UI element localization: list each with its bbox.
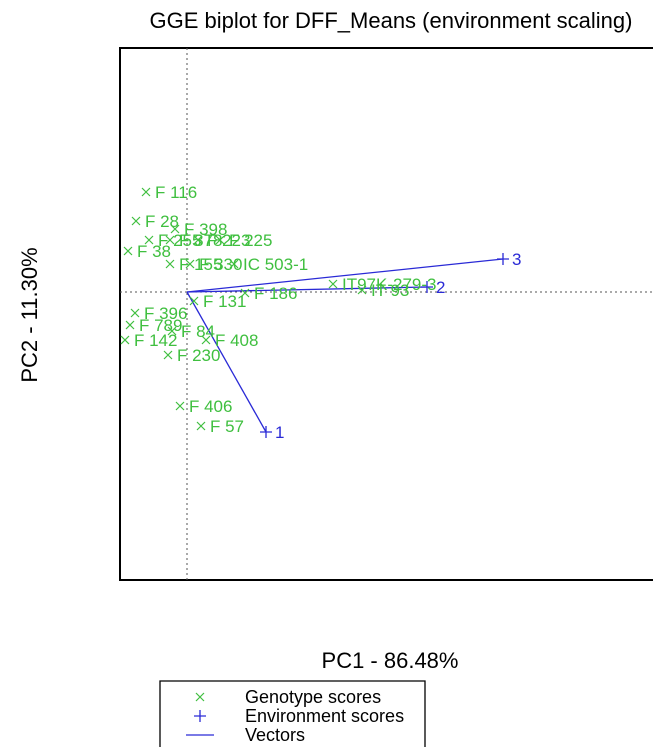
genotype-point: IC 503-1 — [229, 255, 308, 274]
genotype-label: F 84 — [181, 322, 215, 341]
genotype-marker — [131, 216, 141, 226]
chart-title: GGE biplot for DFF_Means (environment sc… — [150, 8, 633, 33]
genotype-point: F 406 — [175, 397, 232, 416]
legend: Genotype scores Environment scores Vecto… — [159, 680, 426, 747]
genotype-label: F 223 — [207, 231, 250, 250]
genotype-label: F 142 — [134, 331, 177, 350]
genotype-marker — [123, 246, 133, 256]
environment-marker — [260, 426, 272, 438]
genotype-point: F 255 — [144, 231, 201, 250]
environment-point: 1 — [260, 423, 284, 442]
genotype-point: F 408 — [201, 331, 258, 350]
environment-layer: 1 2 3 — [260, 250, 521, 442]
genotype-label: IC 503-1 — [243, 255, 308, 274]
genotype-point: F 378 — [165, 231, 222, 250]
environment-label: 2 — [436, 278, 445, 297]
environment-point: 3 — [497, 250, 521, 269]
x-axis-label: PC1 - 86.48% — [322, 648, 459, 673]
genotype-label: F 255 — [158, 231, 201, 250]
vectors-layer — [186, 258, 504, 433]
genotype-point: F 28 — [131, 212, 179, 231]
genotype-marker — [185, 259, 195, 269]
genotype-label: F 155 — [179, 255, 222, 274]
genotype-label: F 38 — [137, 242, 171, 261]
genotype-point: F 38 — [123, 242, 171, 261]
genotype-marker — [189, 296, 199, 306]
genotype-marker — [201, 335, 211, 345]
environment-vector-1 — [186, 291, 267, 433]
environment-marker — [421, 281, 433, 293]
genotype-point: F 116 — [141, 183, 197, 202]
genotype-marker — [167, 326, 177, 336]
legend-environment-marker — [194, 710, 206, 722]
genotype-label: F 378 — [179, 231, 222, 250]
environment-marker — [497, 253, 509, 265]
legend-genotype-label: Genotype scores — [245, 687, 381, 707]
genotype-label: F 330 — [199, 255, 242, 274]
reference-lines — [120, 48, 653, 580]
genotype-point: F 142 — [120, 331, 177, 350]
genotype-point: F 223 — [193, 231, 250, 250]
genotype-point: F 398 — [170, 220, 227, 239]
genotype-marker — [196, 421, 206, 431]
genotype-marker — [229, 259, 239, 269]
genotype-point: F 330 — [185, 255, 242, 274]
y-axis-label: PC2 - 11.30% — [17, 247, 42, 382]
genotype-marker — [328, 279, 338, 289]
genotype-label: F 116 — [155, 183, 197, 202]
genotype-label: F 225 — [229, 231, 272, 250]
genotype-marker — [170, 224, 180, 234]
environment-vector-3 — [186, 258, 504, 293]
genotype-marker — [240, 288, 250, 298]
genotype-marker — [130, 308, 140, 318]
genotype-marker — [215, 235, 225, 245]
genotype-point: F 57 — [196, 417, 244, 436]
genotype-label: F 131 — [203, 292, 246, 311]
genotype-marker — [165, 235, 175, 245]
genotype-label: F 408 — [215, 331, 258, 350]
genotype-point: IT97K-279-3 — [328, 275, 437, 294]
genotype-point: F 186 — [240, 284, 297, 303]
genotype-marker — [175, 401, 185, 411]
genotype-label: IT 93 — [371, 281, 409, 300]
genotype-marker — [163, 350, 173, 360]
legend-environment-label: Environment scores — [245, 706, 404, 726]
genotype-label: IT97K-279-3 — [342, 275, 437, 294]
genotype-point: F 155 — [165, 255, 222, 274]
genotype-point: F 131 — [189, 292, 246, 311]
environment-label: 1 — [275, 423, 284, 442]
environment-vector-2 — [186, 286, 428, 293]
genotype-point: F 225 — [215, 231, 272, 250]
legend-genotype-marker — [195, 692, 205, 702]
genotype-marker — [357, 285, 367, 295]
plot-frame — [119, 47, 653, 581]
legend-vector-label: Vectors — [245, 725, 305, 745]
environment-label: 3 — [512, 250, 521, 269]
genotype-marker — [120, 335, 130, 345]
environment-point: 2 — [421, 278, 445, 297]
genotype-marker — [141, 187, 151, 197]
genotype-label: F 186 — [254, 284, 297, 303]
genotype-marker — [144, 235, 154, 245]
legend-frame — [159, 680, 426, 747]
genotype-marker — [193, 235, 203, 245]
genotype-marker — [125, 320, 135, 330]
genotype-label: F 230 — [177, 346, 220, 365]
genotype-point: F 84 — [167, 322, 215, 341]
genotype-point: IT 93 — [357, 281, 409, 300]
genotype-point: F 396 — [130, 304, 187, 323]
genotype-label: F 28 — [145, 212, 179, 231]
genotype-label: F 396 — [144, 304, 187, 323]
genotype-label: F 398 — [184, 220, 227, 239]
genotype-point: F 230 — [163, 346, 220, 365]
genotype-marker — [165, 259, 175, 269]
genotype-label: F 57 — [210, 417, 244, 436]
genotype-label: F 406 — [189, 397, 232, 416]
